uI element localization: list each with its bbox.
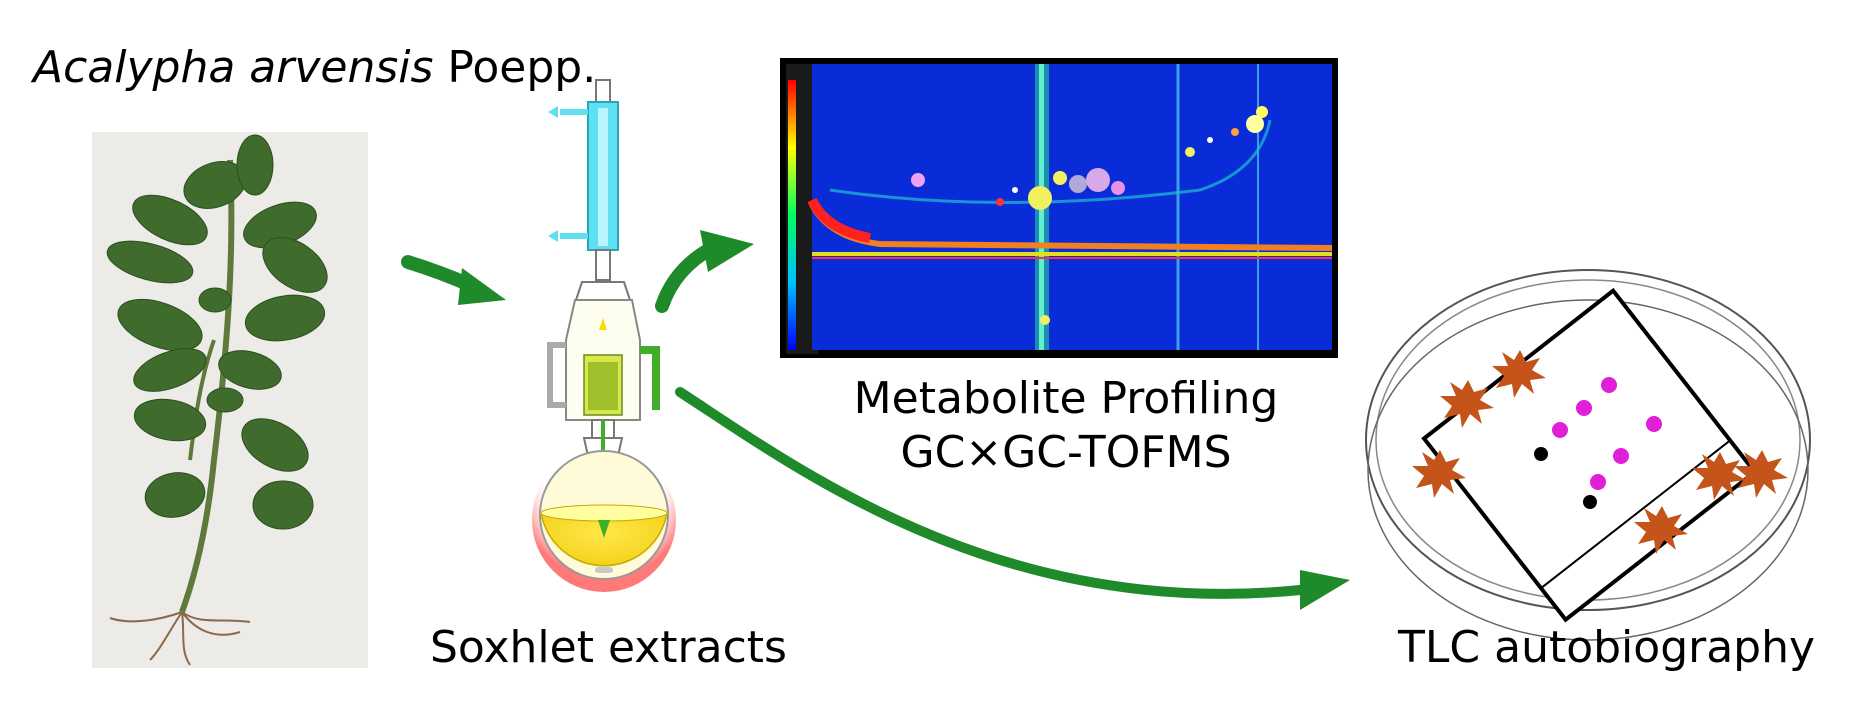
arrow-soxhlet-to-profiling (655, 230, 754, 313)
species-binomial: Acalypha arvensis (33, 42, 434, 93)
species-name: Acalypha arvensis Poepp. (33, 42, 596, 93)
arrow-soxhlet-to-tlc (675, 387, 1350, 610)
label-metabolite-profiling: Metabolite Profiling (853, 373, 1279, 424)
soxhlet-apparatus (532, 79, 676, 592)
label-tlc-autobiography: TLC autobiography (1398, 622, 1816, 673)
arrow-plant-to-soxhlet (401, 255, 506, 305)
fungal-colonies (1412, 350, 1788, 554)
gcxgc-chromatogram (780, 58, 1338, 358)
species-authority: Poepp. (447, 42, 597, 93)
petri-dish-tlc-plate (1365, 269, 1811, 641)
label-soxhlet-extracts: Soxhlet extracts (430, 622, 787, 673)
plant-photo (92, 132, 368, 668)
label-gcxgc-tofms: GC×GC-TOFMS (900, 427, 1232, 478)
